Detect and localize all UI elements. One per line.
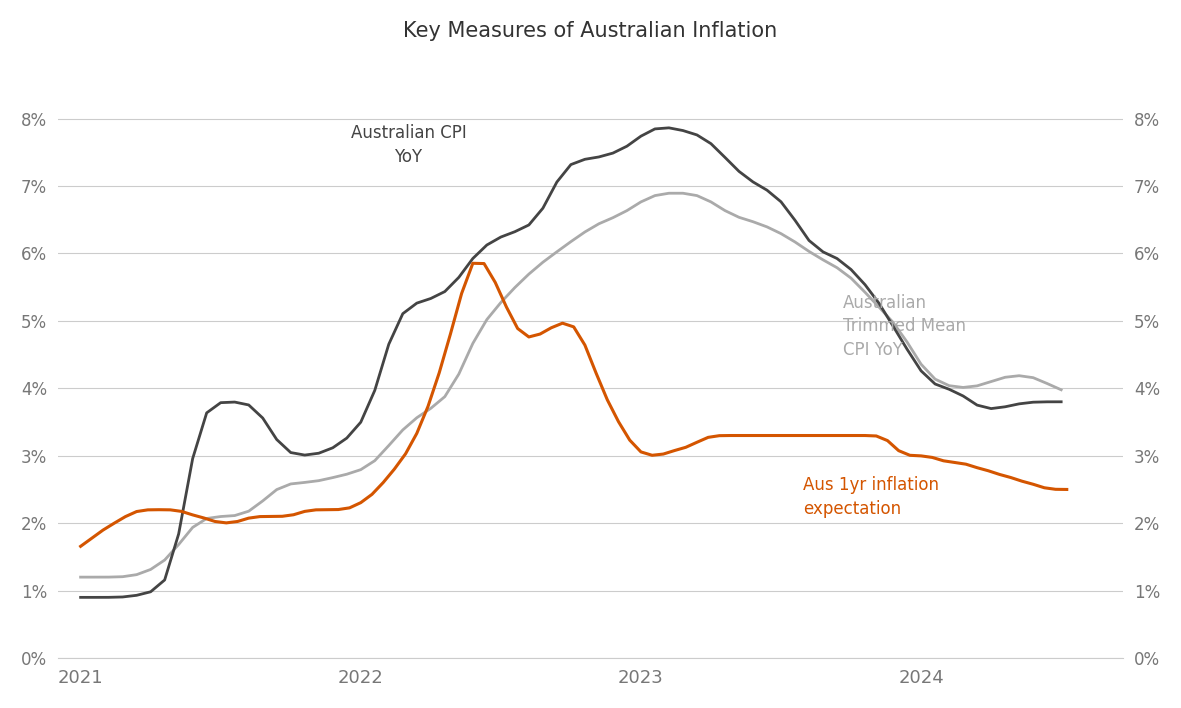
Title: Key Measures of Australian Inflation: Key Measures of Australian Inflation (404, 21, 777, 41)
Text: Australian CPI
YoY: Australian CPI YoY (351, 124, 466, 166)
Text: Australian
Trimmed Mean
CPI YoY: Australian Trimmed Mean CPI YoY (843, 294, 966, 359)
Text: Aus 1yr inflation
expectation: Aus 1yr inflation expectation (803, 476, 939, 518)
